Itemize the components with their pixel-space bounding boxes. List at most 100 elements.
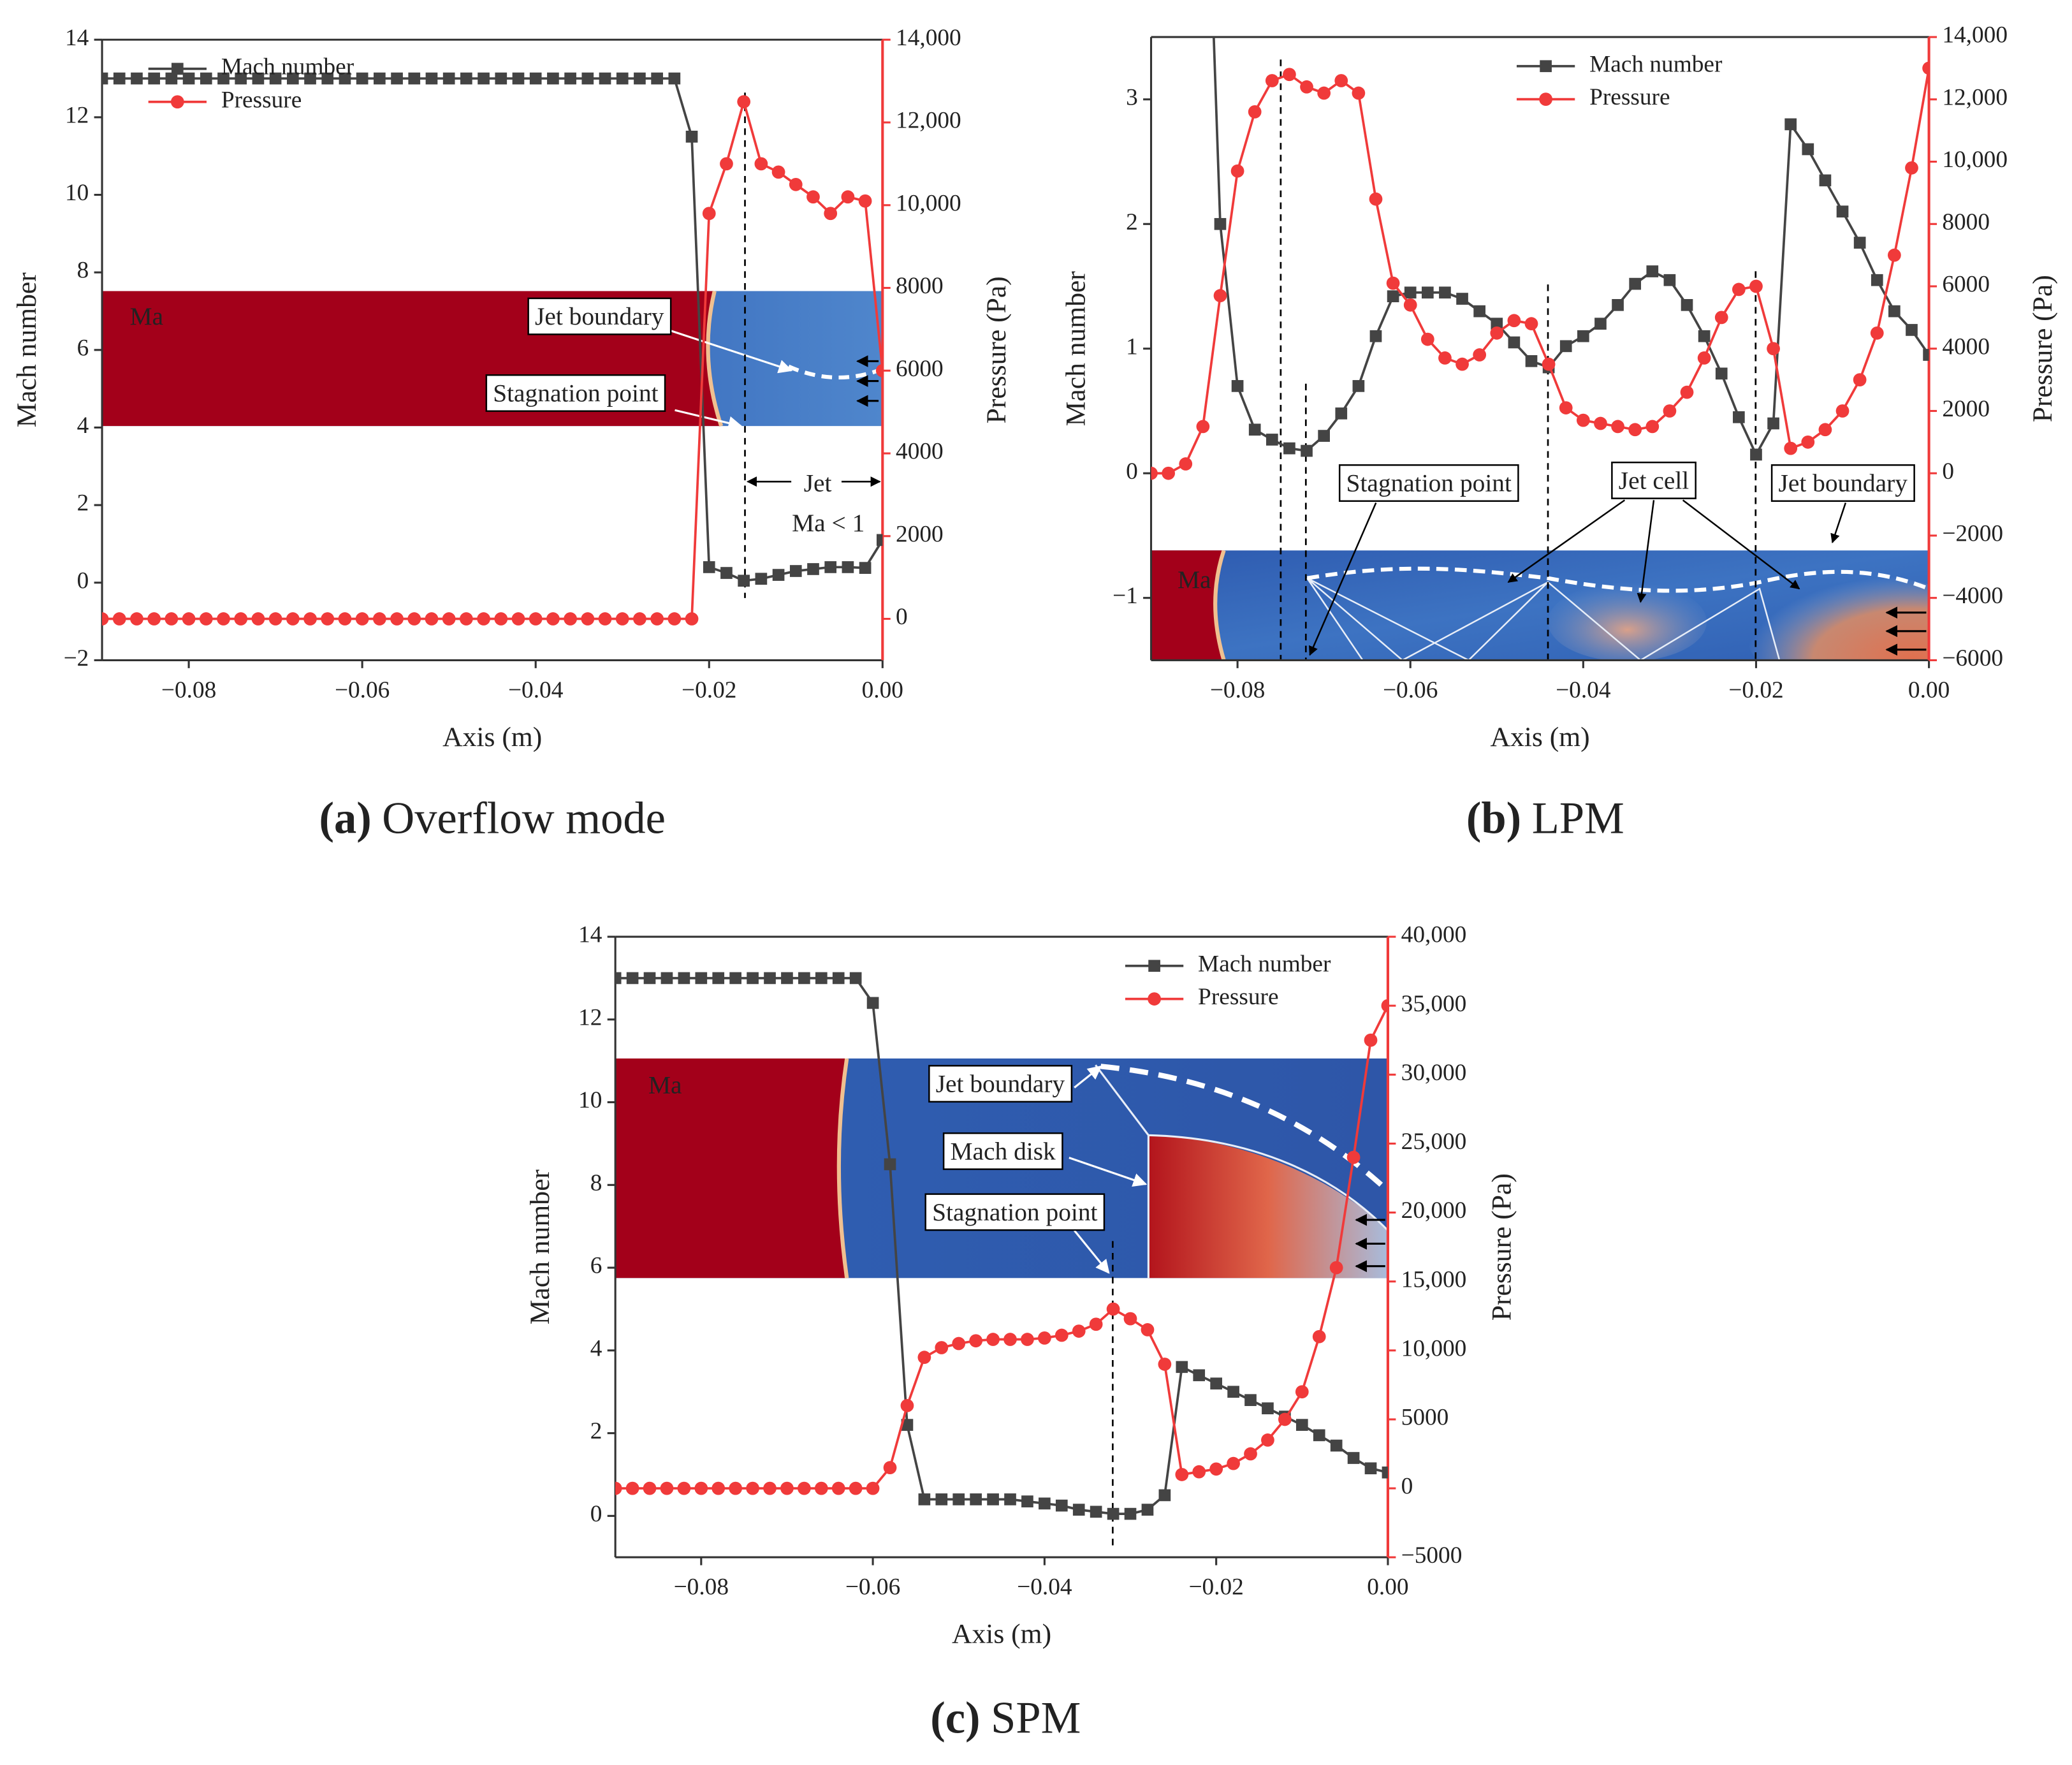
point (200, 72, 212, 85)
series-line (102, 77, 883, 582)
point (529, 72, 542, 85)
point (1210, 1377, 1222, 1390)
point (1905, 161, 1918, 175)
point (702, 207, 716, 221)
point (1090, 1505, 1102, 1518)
y2-tick-label: 14,000 (1942, 22, 2008, 48)
point (987, 1493, 999, 1505)
inset-contour-b (1151, 550, 1929, 661)
point (917, 1351, 931, 1365)
point (1456, 357, 1469, 371)
y-tick-label: 2 (1126, 209, 1138, 235)
point (1906, 324, 1918, 336)
point (1525, 355, 1538, 367)
point (1213, 289, 1227, 303)
point (131, 72, 143, 85)
y-axis-title: Mach number (1060, 271, 1091, 427)
legend-label: Pressure (221, 87, 302, 113)
annotation: Stagnation point (1346, 469, 1512, 497)
legend-label: Pressure (1198, 984, 1278, 1010)
point (1836, 205, 1849, 218)
point (842, 561, 854, 573)
legend-label: Mach number (1198, 951, 1331, 977)
point (546, 612, 560, 626)
point (1802, 143, 1814, 156)
point (1663, 274, 1676, 286)
y-tick-label: 4 (77, 413, 89, 439)
point (182, 612, 196, 626)
x-axis-title: Axis (m) (1491, 722, 1590, 752)
point (685, 612, 699, 626)
point (529, 612, 543, 626)
point (1089, 1317, 1103, 1331)
point (1767, 342, 1780, 356)
point (102, 612, 109, 626)
point (866, 1481, 880, 1495)
point (1645, 420, 1660, 434)
point (1162, 466, 1176, 480)
point (1853, 237, 1866, 249)
point (425, 72, 438, 85)
point (1559, 401, 1573, 414)
annotation: Stagnation point (932, 1198, 1097, 1226)
y2-tick-label: 2000 (896, 521, 944, 547)
point (883, 1461, 897, 1475)
y2-tick-label: 25,000 (1401, 1129, 1467, 1155)
point (1923, 349, 1929, 361)
point (234, 612, 248, 626)
point (1318, 430, 1330, 442)
x-tick-label: −0.04 (1556, 677, 1611, 703)
point (1230, 164, 1244, 178)
point (1347, 1452, 1360, 1464)
point (746, 1481, 759, 1495)
point (321, 612, 335, 626)
point (1244, 1447, 1257, 1461)
point (1559, 340, 1572, 353)
legend-marker (1539, 92, 1552, 106)
y2-tick-label: 0 (1401, 1474, 1413, 1500)
caption: (a) Overflow mode (319, 794, 665, 844)
point (1196, 420, 1210, 434)
legend-label: Mach number (221, 54, 354, 80)
point (651, 72, 663, 85)
point (1870, 326, 1884, 340)
point (1313, 1429, 1325, 1442)
point (1283, 68, 1296, 82)
point (729, 972, 741, 985)
legend-marker (171, 62, 184, 75)
point (286, 612, 300, 626)
y-tick-label: 1 (1126, 333, 1138, 360)
point (712, 972, 725, 985)
y2-tick-label: 2000 (1942, 396, 1990, 422)
point (815, 972, 828, 985)
point (781, 972, 793, 985)
caption-label: (c) (930, 1694, 980, 1743)
point (900, 1398, 914, 1412)
point (478, 72, 490, 85)
point (1301, 444, 1313, 457)
point (952, 1493, 965, 1505)
point (1003, 1333, 1017, 1346)
point (616, 72, 629, 85)
point (1175, 1468, 1189, 1481)
point (1244, 1394, 1257, 1407)
y-tick-label: 4 (590, 1335, 602, 1361)
point (1888, 305, 1901, 318)
point (1312, 1329, 1326, 1344)
point (918, 1493, 931, 1505)
x-tick-label: 0.00 (1367, 1574, 1408, 1600)
point (512, 72, 525, 85)
y-tick-label: 10 (65, 180, 89, 206)
point (321, 72, 334, 85)
annotation: Stagnation point (493, 379, 658, 407)
point (901, 1419, 914, 1431)
point (824, 561, 837, 573)
caption-label: (a) (319, 794, 371, 844)
point (303, 612, 317, 626)
point (355, 612, 369, 626)
point (1508, 336, 1521, 349)
point (165, 72, 178, 85)
point (269, 72, 282, 85)
point (1369, 192, 1383, 206)
point (1922, 61, 1929, 75)
